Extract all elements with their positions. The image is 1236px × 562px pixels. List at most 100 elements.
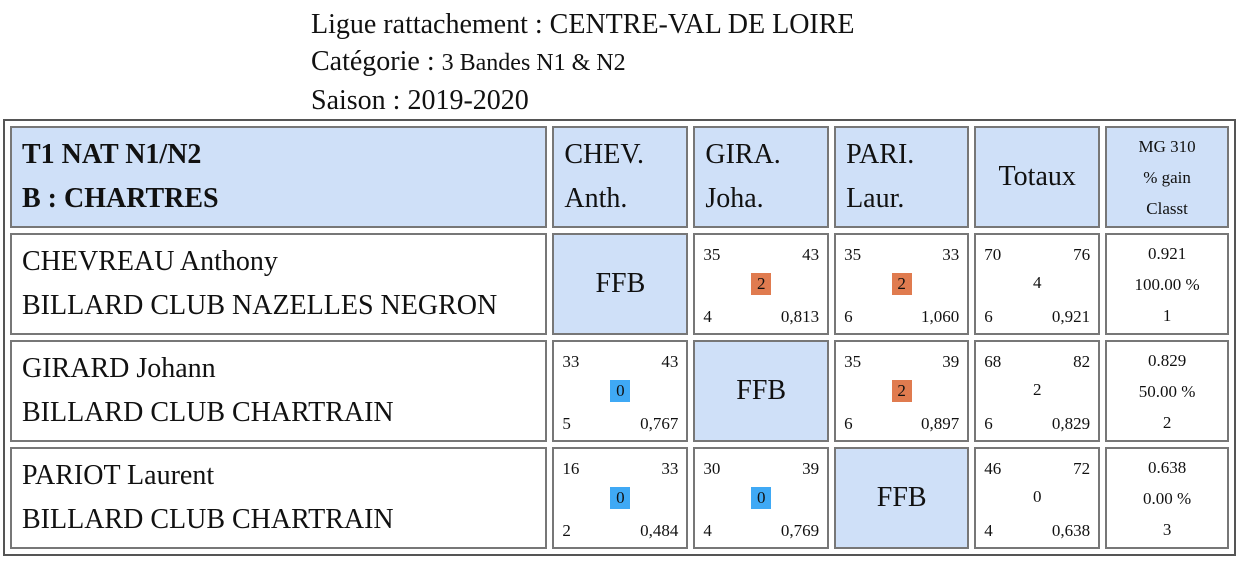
table-row: CHEVREAU Anthony BILLARD CLUB NAZELLES N…	[10, 233, 1229, 335]
competition-header: Ligue rattachement : CENTRE-VAL DE LOIRE…	[311, 6, 855, 119]
ranking: 2	[1162, 412, 1172, 432]
total-average: 0,829	[1051, 414, 1091, 433]
average: 0,897	[921, 414, 960, 433]
totals-cell: 70 76 4 6 0,921	[974, 233, 1101, 335]
match-cell: 16 33 0 2 0,484	[552, 447, 689, 549]
points-made: 16	[562, 459, 580, 478]
average: 0,767	[640, 414, 679, 433]
total-points: 68	[984, 352, 1002, 371]
column-header-pari: PARI. Laur.	[834, 126, 970, 228]
total-best-series: 4	[984, 521, 993, 540]
points-made: 30	[703, 459, 721, 478]
totals-cell: 68 82 2 6 0,829	[974, 340, 1101, 442]
player-club: BILLARD CLUB CHARTRAIN	[22, 504, 394, 535]
ffb-cell: FFB	[693, 340, 830, 442]
totals-cell: 46 72 0 4 0,638	[974, 447, 1101, 549]
total-average: 0,638	[1051, 521, 1091, 540]
mg-cell: 0.638 0.00 % 3	[1105, 447, 1229, 549]
best-series: 4	[703, 307, 712, 326]
column-header-chev: CHEV. Anth.	[552, 126, 689, 228]
total-match-points: 2	[1032, 380, 1042, 399]
match-cell: 35 33 2 6 1,060	[834, 233, 970, 335]
ligue-label: Ligue rattachement :	[311, 9, 550, 40]
match-points-badge: 0	[751, 487, 772, 509]
mg-cell: 0.921 100.00 % 1	[1105, 233, 1229, 335]
column-header-line2: Laur.	[846, 183, 905, 214]
player-cell: CHEVREAU Anthony BILLARD CLUB NAZELLES N…	[10, 233, 548, 335]
match-cell: 30 39 0 4 0,769	[693, 447, 830, 549]
column-header-line2: Anth.	[564, 183, 628, 214]
ffb-cell: FFB	[552, 233, 689, 335]
innings: 39	[942, 352, 960, 371]
table-row: PARIOT Laurent BILLARD CLUB CHARTRAIN 16…	[10, 447, 1229, 549]
total-match-points: 0	[1032, 487, 1042, 506]
total-innings: 76	[1073, 245, 1091, 264]
total-innings: 82	[1073, 352, 1091, 371]
column-header-line2: Joha.	[705, 183, 764, 214]
column-header-line1: GIRA.	[705, 139, 781, 170]
player-cell: GIRARD Johann BILLARD CLUB CHARTRAIN	[10, 340, 548, 442]
innings: 33	[942, 245, 960, 264]
player-name: PARIOT Laurent	[22, 460, 215, 491]
total-points: 46	[984, 459, 1002, 478]
best-series: 5	[562, 414, 571, 433]
ligue-line: Ligue rattachement : CENTRE-VAL DE LOIRE	[311, 6, 855, 43]
ranking: 1	[1162, 305, 1172, 325]
column-header-line1: PARI.	[846, 139, 915, 170]
average: 0,484	[640, 521, 679, 540]
match-points-badge: 0	[610, 487, 631, 509]
points-made: 35	[844, 245, 862, 264]
innings: 39	[802, 459, 820, 478]
match-cell: 35 43 2 4 0,813	[693, 233, 830, 335]
mg-header-line3: Classt	[1146, 198, 1188, 218]
poule-title-line1: T1 NAT N1/N2	[22, 139, 202, 170]
table-header-row: T1 NAT N1/N2 B : CHARTRES CHEV. Anth. GI…	[10, 126, 1229, 228]
best-series: 2	[562, 521, 571, 540]
ranking: 3	[1162, 519, 1172, 539]
column-header-gira: GIRA. Joha.	[693, 126, 830, 228]
player-name: GIRARD Johann	[22, 353, 216, 384]
saison-value: 2019-2020	[407, 85, 529, 116]
poule-title-line2: B : CHARTRES	[22, 183, 219, 214]
saison-line: Saison : 2019-2020	[311, 82, 855, 119]
total-match-points: 4	[1032, 273, 1042, 292]
points-made: 35	[844, 352, 862, 371]
best-series: 6	[844, 414, 853, 433]
results-table: T1 NAT N1/N2 B : CHARTRES CHEV. Anth. GI…	[3, 119, 1236, 556]
total-innings: 72	[1073, 459, 1091, 478]
total-points: 70	[984, 245, 1002, 264]
average: 0,813	[780, 307, 820, 326]
win-percentage: 100.00 %	[1134, 274, 1200, 294]
player-name: CHEVREAU Anthony	[22, 246, 278, 277]
column-header-totaux: Totaux	[974, 126, 1101, 228]
player-cell: PARIOT Laurent BILLARD CLUB CHARTRAIN	[10, 447, 548, 549]
points-made: 33	[562, 352, 580, 371]
ligue-value: CENTRE-VAL DE LOIRE	[549, 9, 855, 40]
column-header-line1: CHEV.	[564, 139, 644, 170]
match-points-badge: 2	[751, 273, 772, 295]
average: 1,060	[921, 307, 960, 326]
player-club: BILLARD CLUB CHARTRAIN	[22, 397, 394, 428]
total-best-series: 6	[984, 307, 993, 326]
table-row: GIRARD Johann BILLARD CLUB CHARTRAIN 33 …	[10, 340, 1229, 442]
innings: 43	[661, 352, 679, 371]
general-average: 0.829	[1147, 350, 1187, 370]
categorie-value: 3 Bandes N1 & N2	[441, 50, 626, 76]
innings: 33	[661, 459, 679, 478]
match-cell: 33 43 0 5 0,767	[552, 340, 689, 442]
total-average: 0,921	[1051, 307, 1091, 326]
total-best-series: 6	[984, 414, 993, 433]
categorie-label: Catégorie :	[311, 46, 442, 77]
match-points-badge: 2	[891, 380, 912, 402]
categorie-line: Catégorie : 3 Bandes N1 & N2	[311, 43, 855, 82]
mg-header-line2: % gain	[1143, 167, 1191, 187]
innings: 43	[802, 245, 820, 264]
general-average: 0.921	[1147, 243, 1187, 263]
match-cell: 35 39 2 6 0,897	[834, 340, 970, 442]
saison-label: Saison :	[311, 85, 408, 116]
ffb-cell: FFB	[834, 447, 970, 549]
average: 0,769	[780, 521, 820, 540]
win-percentage: 0.00 %	[1142, 488, 1192, 508]
match-points-badge: 2	[891, 273, 912, 295]
best-series: 4	[703, 521, 712, 540]
